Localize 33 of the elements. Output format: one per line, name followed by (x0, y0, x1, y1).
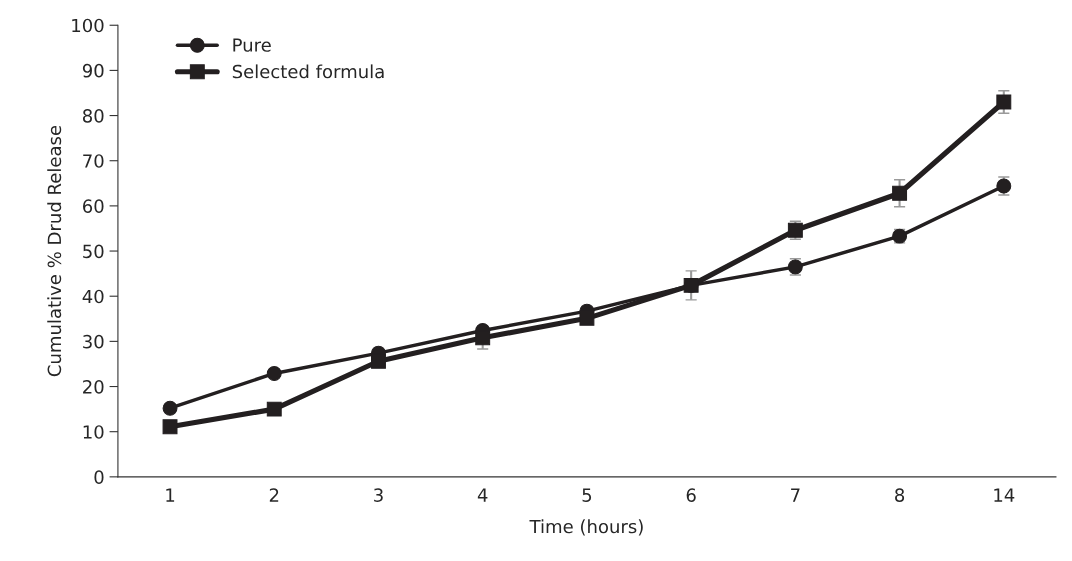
y-tick-label: 20 (83, 379, 104, 394)
x-tick-label: 6 (686, 488, 696, 502)
point (892, 185, 908, 201)
y-tick-label: 100 (72, 18, 104, 33)
y-tick-label: 50 (83, 244, 104, 259)
x-tick-label: 5 (582, 488, 592, 502)
point (266, 365, 282, 381)
point (162, 419, 178, 435)
point (996, 94, 1012, 110)
x-tick-label: 3 (374, 488, 383, 502)
x-tick-label: 7 (791, 488, 800, 502)
point (371, 353, 386, 369)
point (579, 310, 595, 326)
legend-label: Selected formula (232, 64, 384, 79)
y-tick-label: 0 (94, 470, 104, 484)
y-tick-label: 30 (83, 334, 104, 349)
point (475, 330, 491, 346)
y-tick-label: 10 (83, 425, 104, 439)
x-tick-label: 4 (477, 488, 488, 502)
y-tick-label: 70 (83, 154, 104, 168)
point (162, 400, 178, 416)
x-tick-label: 8 (895, 488, 905, 502)
x-tick-label: 1 (166, 488, 175, 502)
legend-label: Pure (233, 38, 271, 52)
x-axis-title: Time (hours) (529, 519, 643, 536)
y-tick-label: 80 (82, 109, 104, 123)
x-tick-label: 14 (994, 488, 1015, 502)
y-tick-label: 40 (82, 289, 104, 304)
point (266, 401, 282, 417)
y-tick-label: 60 (83, 199, 104, 213)
y-tick-label: 90 (82, 63, 104, 78)
x-tick-label: 2 (269, 488, 279, 502)
y-axis-title: Cumulative % Drud Release (47, 125, 62, 377)
